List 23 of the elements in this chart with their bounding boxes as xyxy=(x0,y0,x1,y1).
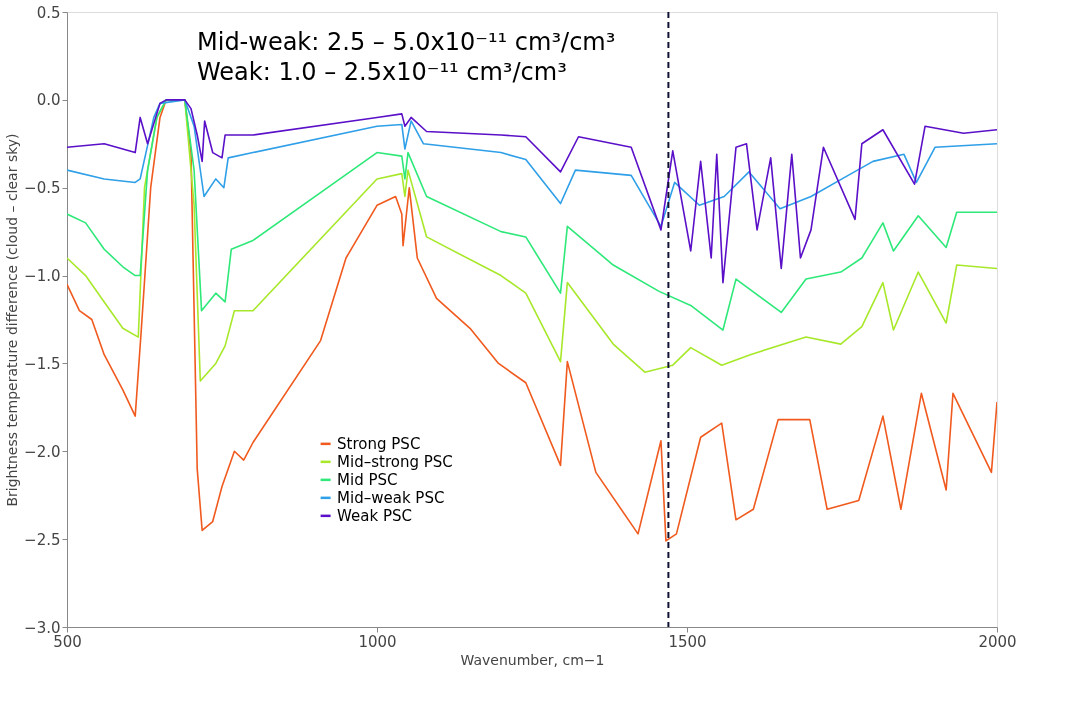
x-tick-label: 2000 xyxy=(978,632,1017,651)
line-series xyxy=(67,99,997,228)
y-tick-label: 0.5 xyxy=(36,3,61,22)
legend-label: Mid–weak PSC xyxy=(337,488,445,507)
x-tick-label: 1000 xyxy=(358,632,397,651)
legend-label: Weak PSC xyxy=(337,506,412,525)
y-tick-label: −1.0 xyxy=(24,267,61,286)
legend-label: Mid–strong PSC xyxy=(337,452,453,471)
line-series xyxy=(67,99,997,284)
x-axis-title: Wavenumber, cm−1 xyxy=(460,651,605,668)
legend-label: Mid PSC xyxy=(337,470,398,489)
annotation: Mid-weak: 2.5 – 5.0x10⁻¹¹ cm³/cm³ xyxy=(197,28,616,56)
y-tick-label: 0.0 xyxy=(36,91,61,110)
y-tick-label: −1.5 xyxy=(24,354,61,373)
y-axis-title: Brightness temperature difference (cloud – clear sky) xyxy=(4,133,21,507)
y-tick-label: −2.0 xyxy=(24,442,61,461)
x-tick-label: 1500 xyxy=(668,632,707,651)
annotation: Weak: 1.0 – 2.5x10⁻¹¹ cm³/cm³ xyxy=(197,58,567,86)
legend-label: Strong PSC xyxy=(337,434,421,453)
y-tick-label: −0.5 xyxy=(24,179,61,198)
y-tick-label: −2.5 xyxy=(24,530,61,549)
line-series xyxy=(67,99,997,331)
x-tick-label: 500 xyxy=(53,632,82,651)
